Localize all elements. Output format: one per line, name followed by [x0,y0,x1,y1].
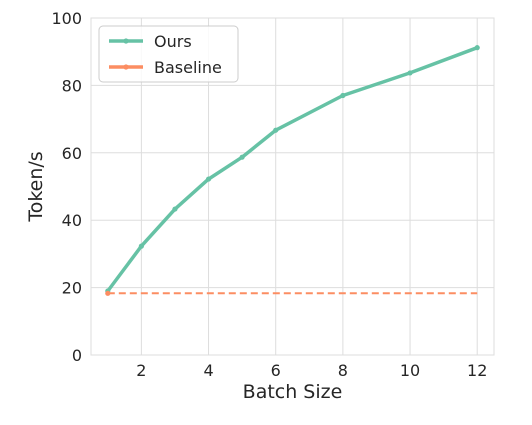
legend-item-ours: Ours [109,32,192,51]
x-tick-label: 6 [271,361,281,380]
data-point-ours [407,70,413,76]
data-point-ours [273,127,279,133]
tick-labels: 2 4 6 8 10 12 0 20 40 60 80 100 [51,9,487,380]
legend-marker-baseline [123,64,129,70]
data-point-ours [239,154,245,160]
x-axis-label: Batch Size [243,381,343,403]
legend-item-baseline: Baseline [109,58,222,77]
legend: Ours Baseline [98,25,239,83]
x-tick-label: 4 [203,361,213,380]
series-baseline [105,290,478,296]
x-tick-label: 2 [136,361,146,380]
series-layer [105,45,480,296]
legend-label-baseline: Baseline [154,58,222,77]
y-tick-label: 80 [62,76,82,95]
plot-frame [90,17,495,356]
legend-marker-ours [123,38,129,44]
data-point-ours [172,206,178,212]
y-axis-label: Token/s [25,151,47,222]
series-line-ours [106,46,478,293]
x-tick-label: 8 [338,361,348,380]
data-point-ours [340,92,346,99]
y-tick-label: 60 [62,144,82,163]
y-tick-label: 40 [62,211,82,230]
data-point-ours [138,243,144,249]
y-tick-label: 100 [51,9,82,28]
data-point-ours [474,45,480,51]
legend-label-ours: Ours [154,32,192,51]
y-tick-label: 20 [62,279,82,298]
y-tick-label: 0 [72,346,82,365]
x-tick-label: 10 [400,361,420,380]
series-ours [105,45,480,294]
data-point-ours [205,176,212,182]
data-point-baseline [105,290,111,296]
x-tick-label: 12 [467,361,487,380]
